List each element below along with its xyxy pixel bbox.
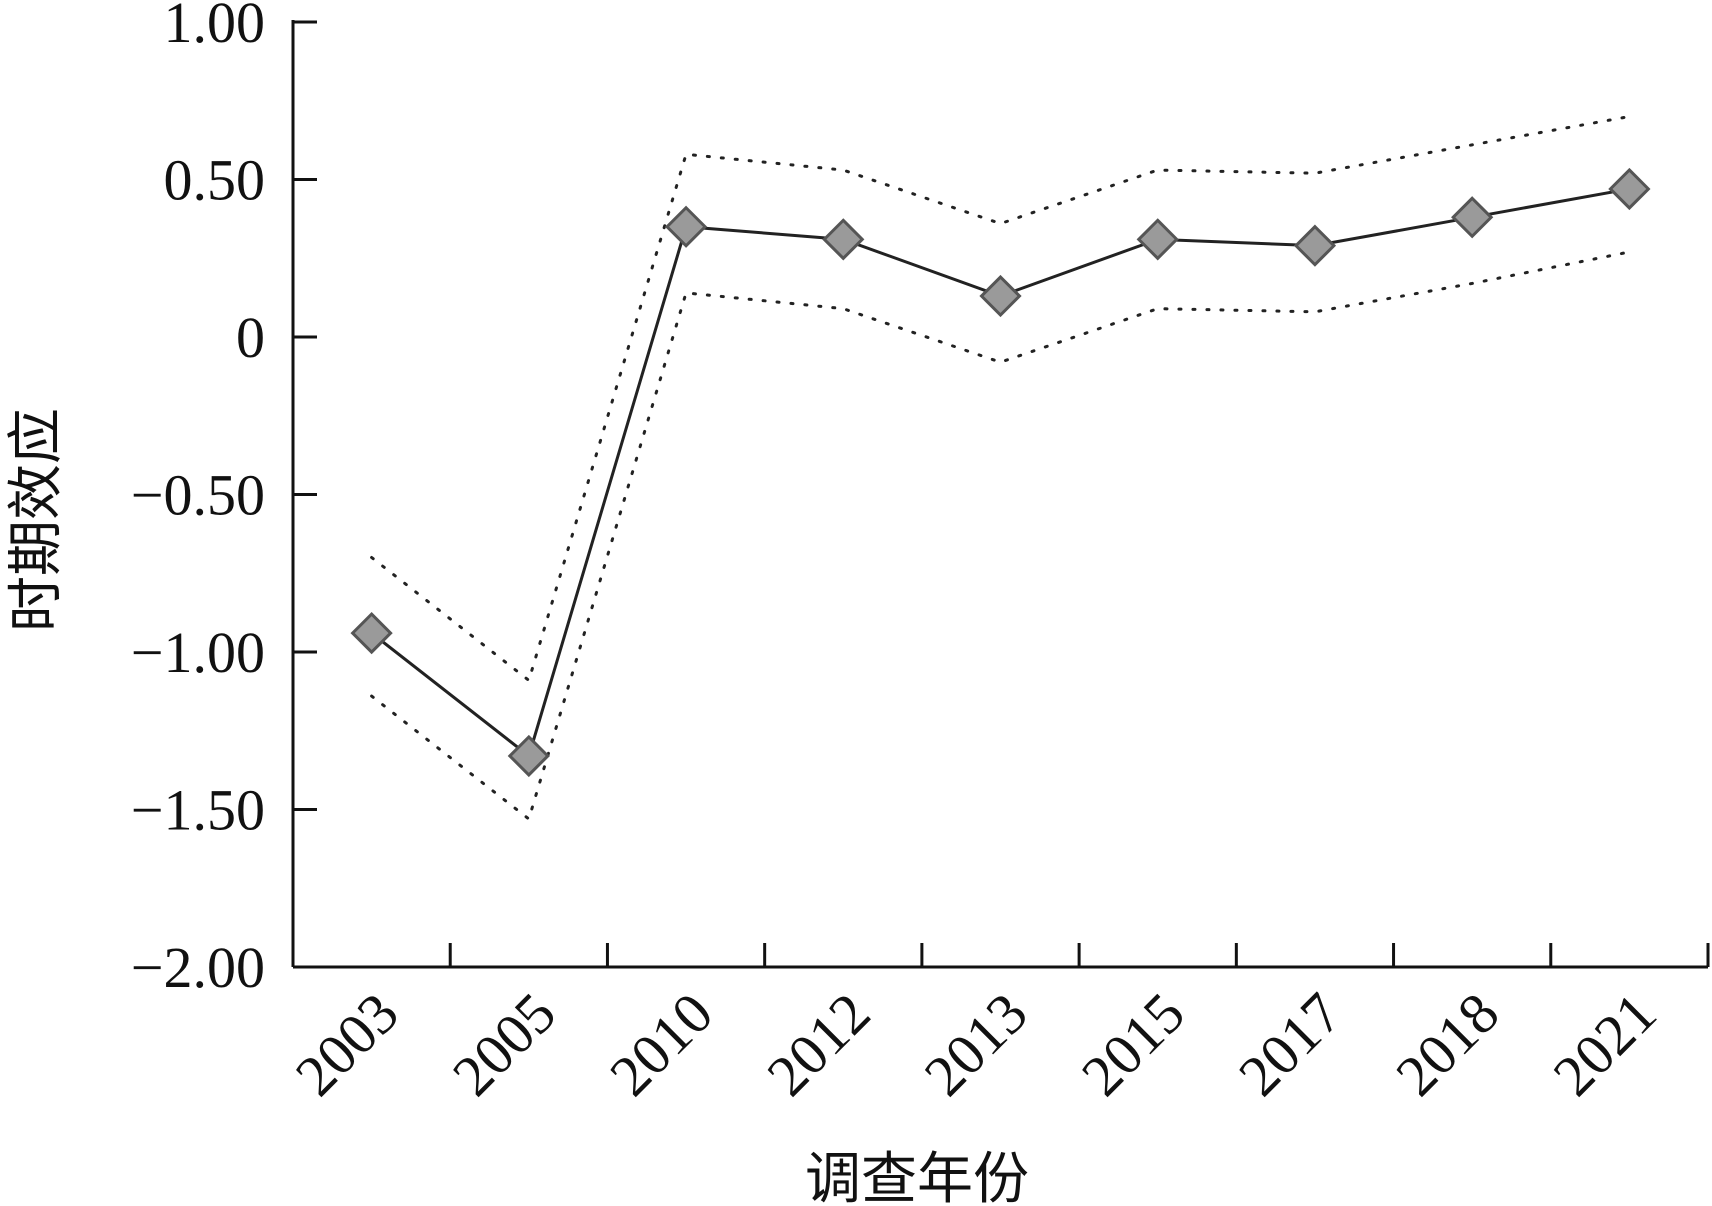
confidence-band-line: [370, 250, 1631, 822]
x-tick-label: 2021: [1541, 980, 1669, 1108]
data-point-marker: [1451, 196, 1494, 239]
data-point-marker: [822, 218, 865, 261]
axes: [291, 20, 1708, 969]
y-tick-label: −2.00: [131, 935, 265, 1000]
y-tick-label: 0: [236, 305, 265, 370]
y-ticks: 1.00 0.50 0 −0.50 −1.00 −1.50 −2.00: [131, 0, 317, 1000]
x-tick-label: 2013: [912, 980, 1040, 1108]
x-tick-label: 2012: [754, 980, 882, 1108]
data-point-marker: [507, 734, 550, 778]
x-tick-label: 2003: [283, 980, 411, 1108]
confidence-band-line: [370, 115, 1631, 683]
series-layer: [350, 115, 1651, 822]
x-axis-title: 调查年份: [805, 1147, 1029, 1206]
series-line: [370, 187, 1630, 759]
data-point-marker: [664, 205, 708, 248]
x-tick-label: 2018: [1383, 980, 1511, 1108]
y-axis-title: 时期效应: [4, 408, 69, 632]
y-tick-label: −1.00: [131, 620, 265, 685]
y-tick-label: 1.00: [164, 0, 266, 55]
y-tick-label: −0.50: [131, 463, 265, 528]
data-point-marker: [350, 611, 393, 655]
data-point-marker: [1608, 167, 1651, 211]
x-tick-label: 2015: [1069, 980, 1197, 1108]
x-tick-label: 2005: [440, 980, 568, 1108]
y-tick-label: −1.50: [131, 778, 265, 843]
x-tick-label: 2017: [1226, 980, 1354, 1108]
data-point-marker: [979, 274, 1022, 318]
data-point-marker: [1136, 218, 1179, 261]
data-point-marker: [1293, 224, 1337, 267]
y-tick-label: 0.50: [164, 148, 266, 213]
x-tick-label: 2010: [597, 980, 725, 1108]
